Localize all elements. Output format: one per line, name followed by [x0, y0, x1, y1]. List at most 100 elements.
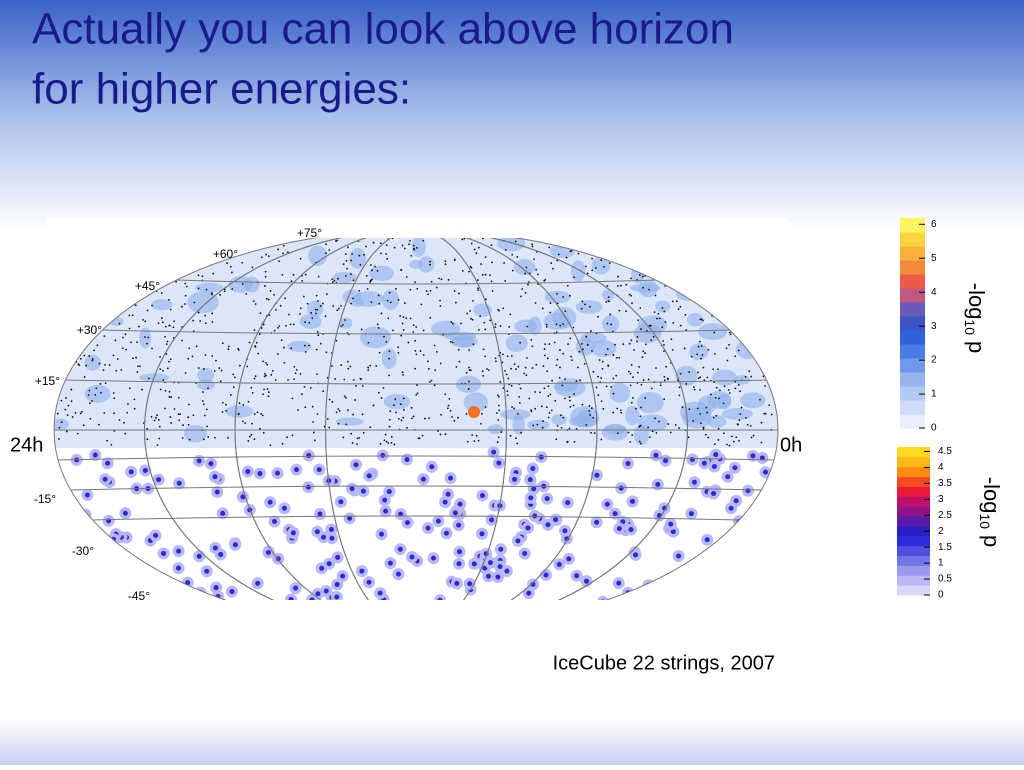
excess-blob: [712, 369, 738, 386]
event-dot: [304, 406, 307, 409]
event-core: [688, 511, 694, 517]
event-dot: [314, 308, 317, 311]
event-dot: [477, 246, 480, 249]
event-dot: [605, 300, 608, 303]
event-dot: [254, 303, 257, 305]
event-core: [629, 498, 635, 504]
event-dot: [387, 442, 390, 444]
event-dot: [374, 265, 376, 268]
event-core: [366, 579, 372, 585]
parallel: [92, 515, 740, 521]
event-dot: [328, 398, 331, 401]
color-swatch: [897, 486, 930, 497]
color-swatch: [897, 585, 930, 596]
event-core: [489, 517, 495, 523]
excess-blob: [359, 326, 391, 349]
event-dot: [746, 423, 749, 426]
excess-blob: [228, 276, 253, 294]
event-dot: [303, 385, 306, 388]
event-dot: [128, 327, 131, 330]
event-dot: [173, 408, 176, 410]
event-dot: [467, 388, 470, 390]
event-dot: [426, 360, 429, 363]
event-dot: [102, 369, 105, 372]
excess-blob: [601, 424, 628, 441]
event-dot: [283, 346, 285, 349]
event-dot: [127, 403, 129, 405]
event-dot: [453, 259, 456, 262]
event-dot: [705, 433, 707, 436]
excess-blob: [411, 238, 426, 257]
event-core: [425, 525, 431, 531]
header-bg: [0, 0, 1024, 230]
event-dot: [543, 387, 546, 390]
event-dot: [661, 326, 664, 329]
event-dot: [713, 331, 716, 334]
excess-blob: [697, 395, 717, 414]
event-dot: [429, 316, 432, 319]
event-dot: [642, 286, 645, 289]
event-dot: [317, 300, 319, 302]
event-dot: [490, 244, 493, 246]
event-dot: [162, 321, 164, 324]
event-dot: [128, 314, 131, 317]
event-dot: [470, 242, 473, 245]
event-dot: [642, 350, 645, 353]
event-dot: [207, 387, 209, 390]
excess-blob: [591, 256, 611, 275]
event-dot: [568, 427, 571, 430]
event-core: [382, 497, 388, 503]
event-dot: [340, 364, 343, 367]
event-core: [750, 453, 756, 459]
event-dot: [388, 418, 391, 421]
event-dot: [403, 302, 406, 304]
event-dot: [345, 396, 347, 399]
excess-blob: [418, 256, 435, 273]
event-dot: [254, 345, 256, 347]
event-dot: [562, 296, 565, 298]
event-dot: [172, 326, 175, 329]
event-core: [84, 492, 90, 498]
event-dot: [575, 428, 578, 430]
event-dot: [232, 373, 235, 376]
event-dot: [679, 372, 682, 375]
event-dot: [250, 386, 253, 389]
event-dot: [588, 405, 591, 407]
excess-blob: [590, 340, 617, 358]
event-dot: [468, 366, 470, 369]
event-core: [620, 519, 626, 525]
excess-blob: [633, 424, 650, 446]
event-dot: [463, 238, 466, 240]
event-dot: [358, 289, 361, 292]
event-dot: [385, 440, 388, 443]
event-dot: [513, 363, 516, 365]
event-dot: [177, 396, 180, 399]
event-dot: [416, 384, 418, 387]
event-dot: [260, 256, 263, 259]
event-dot: [355, 384, 357, 387]
event-dot: [651, 430, 654, 433]
excess-blob: [351, 298, 364, 307]
event-dot: [528, 397, 531, 400]
event-dot: [739, 390, 741, 393]
event-dot: [383, 439, 386, 442]
event-dot: [636, 335, 639, 338]
event-dot: [422, 239, 425, 242]
event-core: [526, 590, 532, 596]
event-dot: [618, 356, 621, 359]
event-core: [334, 581, 340, 587]
event-dot: [471, 318, 474, 321]
event-dot: [518, 401, 521, 404]
event-dot: [481, 273, 484, 276]
event-dot: [151, 347, 153, 350]
event-dot: [733, 440, 735, 443]
event-dot: [511, 253, 514, 256]
event-dot: [332, 305, 335, 307]
event-dot: [497, 404, 500, 407]
event-dot: [386, 299, 389, 302]
event-core: [485, 573, 491, 579]
event-core: [456, 561, 462, 567]
event-dot: [89, 417, 92, 420]
event-core: [633, 552, 639, 558]
event-core: [594, 519, 600, 525]
